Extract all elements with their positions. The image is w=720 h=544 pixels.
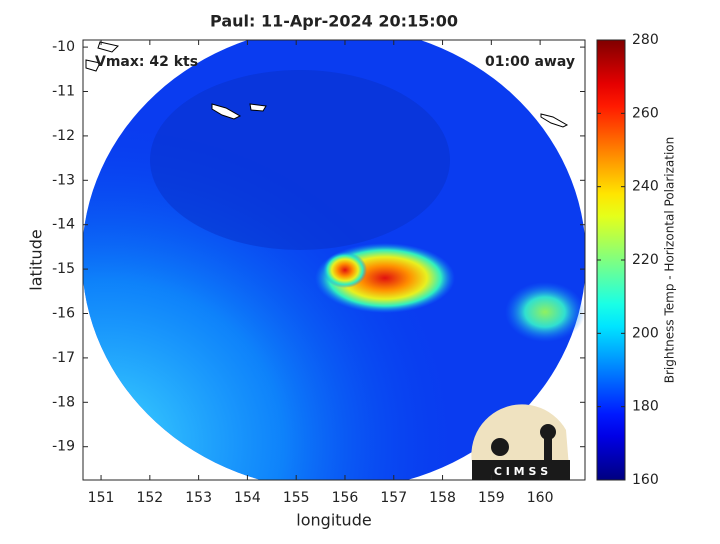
x-tick-label: 159 [478,490,505,506]
x-tick-label: 160 [527,490,554,506]
logo: C I M S S [471,404,570,480]
y-tick-label: -18 [52,394,75,410]
y-axis-label: latitude [27,229,46,290]
convection [323,252,367,288]
swath-shade [150,70,450,250]
y-tick-label: -14 [52,217,75,233]
logo-tower [540,424,556,440]
colorbar-tick-label: 180 [632,399,659,415]
x-tick-label: 153 [185,490,212,506]
y-tick-label: -10 [52,39,75,55]
colorbar-tick-label: 240 [632,179,659,195]
chart-title: Paul: 11-Apr-2024 20:15:00 [210,12,458,31]
y-tick-label: -17 [52,350,75,366]
x-tick-label: 151 [88,490,115,506]
logo-tower [544,438,552,462]
plot-frame [82,39,586,481]
annotation: 01:00 away [485,54,575,70]
y-tick-label: -11 [52,84,75,100]
x-tick-label: 152 [136,490,163,506]
logo-band [472,460,570,480]
y-tick-label: -13 [52,172,75,188]
x-tick-label: 155 [283,490,310,506]
colorbar-tick-label: 280 [632,32,659,48]
x-tick-label: 157 [380,490,407,506]
colorbar-tick-label: 200 [632,325,659,341]
x-tick-label: 158 [429,490,456,506]
coastline [85,41,569,128]
logo-dish [491,438,509,456]
colorbar [596,39,626,481]
y-tick-label: -12 [52,128,75,144]
colorbar-label: Brightness Temp - Horizontal Polarizatio… [663,137,677,384]
y-tick-label: -19 [52,439,75,455]
y-tick-label: -16 [52,306,75,322]
colorbar-tick-label: 260 [632,105,659,121]
x-tick-label: 156 [332,490,359,506]
x-tick-label: 154 [234,490,261,506]
annotation: Vmax: 42 kts [95,54,198,70]
x-axis-label: longitude [296,511,371,530]
colorbar-tick-label: 220 [632,252,659,268]
y-tick-label: -15 [52,261,75,277]
logo-text: C I M S S [494,465,548,478]
imagery [83,40,585,480]
convection [505,282,585,342]
colorbar-tick-label: 160 [632,472,659,488]
